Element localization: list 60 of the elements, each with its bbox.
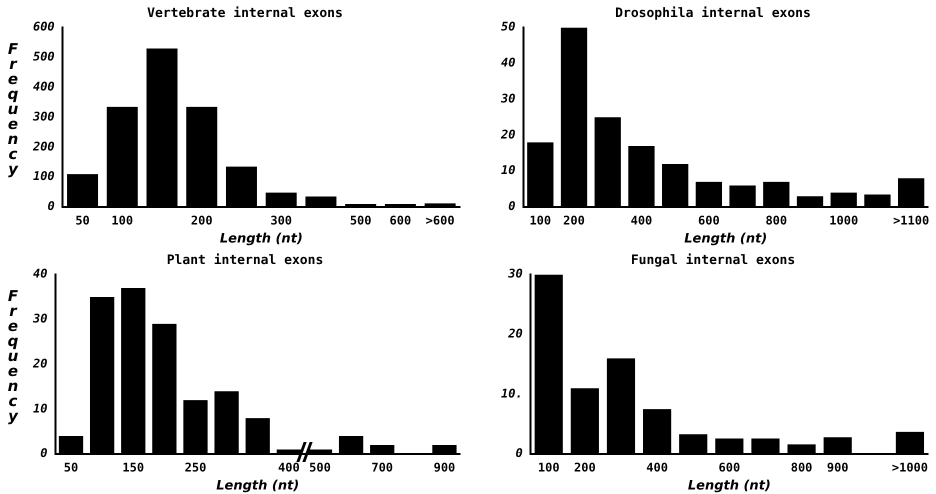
- x-tick-label: 500: [350, 213, 372, 228]
- x-axis-title: Length (nt): [216, 478, 300, 494]
- x-tick-label: 400: [630, 213, 652, 228]
- x-axis-title: Length (nt): [688, 478, 771, 494]
- x-tick-label: 150: [122, 460, 144, 474]
- y-tick-label: 10.: [500, 386, 523, 400]
- x-tick-label: 100: [538, 460, 560, 474]
- x-tick-label: 500: [309, 460, 331, 474]
- x-tick-label: 50: [64, 460, 78, 474]
- y-tick-label: 10: [32, 401, 48, 416]
- y-tick-label: 0: [47, 199, 55, 214]
- y-tick-label: 10: [500, 163, 516, 178]
- y-tick-label: 20: [507, 326, 523, 341]
- x-tick-label: 600: [718, 460, 740, 474]
- x-tick-label: 600: [698, 213, 720, 228]
- chart-title: Vertebrate internal exons: [147, 6, 343, 22]
- x-tick-label: 400: [646, 460, 668, 474]
- x-tick-label: 900: [434, 460, 456, 474]
- x-axis-title: Length (nt): [684, 232, 768, 247]
- x-tick-label: 400: [278, 460, 300, 474]
- y-tick-label: 30: [500, 91, 516, 106]
- chart-title: Fungal internal exons: [630, 253, 796, 268]
- y-tick-label: 500: [32, 50, 55, 64]
- y-tick-label: 400: [32, 80, 55, 94]
- y-tick-label: 30: [507, 266, 523, 281]
- chart-title: Plant internal exons: [166, 253, 324, 268]
- x-tick-label: 200: [574, 460, 596, 474]
- x-tick-label: 100: [529, 213, 552, 228]
- y-tick-label: 200: [32, 139, 55, 154]
- x-tick-label: >600: [426, 213, 455, 228]
- y-tick-label: 20: [500, 127, 516, 142]
- y-tick-label: 40: [32, 266, 48, 281]
- x-tick-label: 200: [190, 213, 213, 228]
- x-tick-label: 700: [371, 460, 394, 474]
- y-axis-title: Frequency: [4, 40, 22, 175]
- y-axis-title: Frequency: [4, 287, 22, 422]
- x-tick-label: 300: [270, 213, 292, 228]
- y-tick-label: 0: [508, 199, 516, 214]
- y-tick-label: 600: [32, 20, 55, 34]
- x-tick-label: 250: [184, 460, 206, 474]
- x-tick-label: 50: [75, 213, 90, 228]
- y-tick-label: 30: [32, 312, 48, 326]
- x-tick-label: 600: [390, 213, 412, 228]
- x-tick-label: 800: [790, 460, 812, 474]
- x-tick-label: >1000: [892, 460, 928, 474]
- y-tick-label: 20: [32, 356, 48, 370]
- x-tick-label: 1000: [829, 213, 858, 228]
- y-tick-label: 40: [500, 56, 516, 70]
- x-tick-label: 800: [765, 213, 788, 228]
- chart-title: Drosophila internal exons: [615, 6, 811, 22]
- x-tick-label: 900: [826, 460, 849, 474]
- y-tick-label: 0: [515, 446, 523, 460]
- y-tick-label: 300: [32, 109, 55, 124]
- x-tick-label: 100: [111, 213, 134, 228]
- y-tick-label: 100: [32, 169, 55, 184]
- y-tick-label: 0: [40, 446, 48, 460]
- x-tick-label: 200: [563, 213, 585, 228]
- x-tick-label: >1100: [893, 213, 930, 228]
- x-axis-title: Length (nt): [220, 232, 303, 247]
- y-tick-label: 50: [500, 20, 516, 34]
